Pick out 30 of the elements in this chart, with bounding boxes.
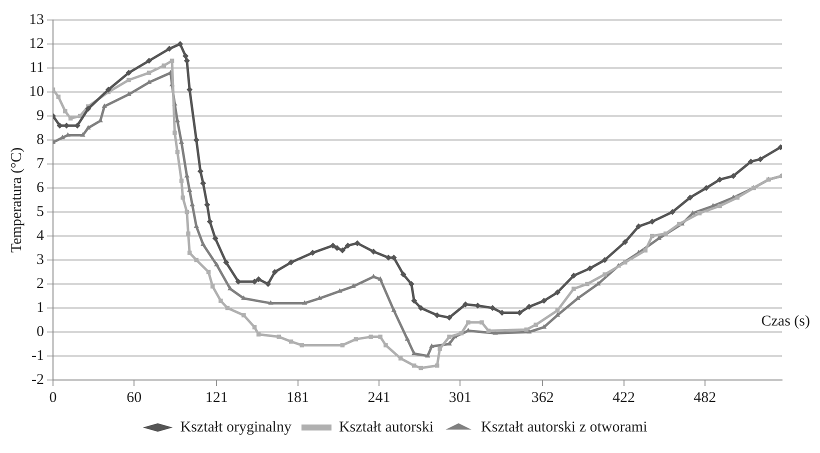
y-tick-label: 4 [36, 228, 44, 244]
y-tick-label: 1 [36, 300, 44, 316]
y-tick-label: -1 [32, 348, 44, 364]
y-tick-label: 11 [30, 60, 44, 76]
y-axis-title: Temperatura (°C) [8, 147, 25, 253]
x-tick-label: 181 [286, 390, 310, 406]
x-tick-label: 121 [205, 390, 228, 406]
y-tick-label: 7 [36, 156, 44, 172]
y-tick-label: 12 [29, 36, 44, 52]
legend-label: Kształt autorski z otworami [481, 419, 648, 436]
y-tick-label: 5 [36, 204, 44, 220]
y-tick-label: 8 [36, 132, 44, 148]
y-tick-label: 9 [36, 108, 44, 124]
x-tick-label: 0 [49, 390, 57, 406]
y-tick-label: 3 [36, 252, 44, 268]
x-tick-label: 422 [612, 390, 636, 406]
x-tick-label: 60 [126, 390, 142, 406]
y-tick-label: -2 [32, 372, 44, 388]
y-tick-label: 10 [29, 84, 44, 100]
y-tick-label: 6 [36, 180, 44, 196]
x-tick-label: 241 [368, 390, 390, 406]
legend-label: Kształt oryginalny [180, 419, 292, 436]
y-tick-label: 0 [36, 324, 44, 340]
y-tick-label: 13 [29, 12, 44, 28]
x-tick-label: 482 [694, 390, 716, 406]
x-tick-label: 362 [531, 390, 554, 406]
y-tick-label: 2 [36, 276, 44, 292]
legend-label: Kształt autorski [338, 419, 434, 436]
x-axis-title: Czas (s) [761, 313, 810, 330]
x-tick-label: 301 [448, 390, 472, 406]
